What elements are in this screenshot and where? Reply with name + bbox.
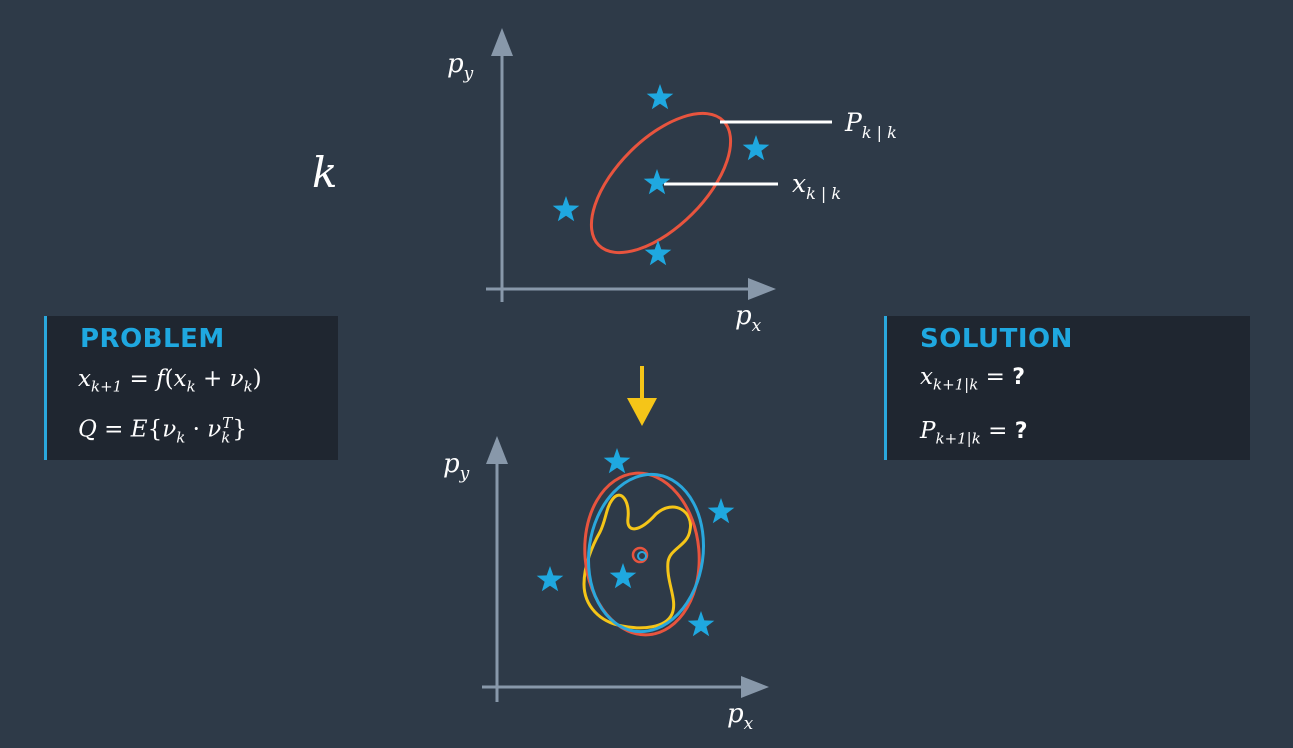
problem-equation-2: Q = E{νk · νkT} xyxy=(78,414,247,447)
bottom-y-axis-label: py xyxy=(443,449,470,484)
top-y-axis xyxy=(491,28,513,302)
star-icon xyxy=(603,448,631,474)
covariance-callout-label: Pk | k xyxy=(844,108,897,142)
top-x-axis-label: px xyxy=(735,301,762,336)
star-icon xyxy=(742,135,770,161)
problem-panel: PROBLEM xk+1 = f(xk + νk) Q = E{νk · νkT… xyxy=(44,316,338,460)
down-arrow-icon xyxy=(627,366,657,426)
red-transformed-ellipse xyxy=(583,471,701,637)
solution-equation-1: xk+1|k = ? xyxy=(920,364,1026,394)
star-icon xyxy=(707,498,735,524)
unknown-marker: ? xyxy=(1012,365,1026,390)
bottom-x-axis-label: px xyxy=(727,699,754,734)
bottom-y-axis xyxy=(486,436,508,702)
top-y-axis-label: py xyxy=(447,49,474,84)
top-plot: py px Pk | k xk | k xyxy=(447,28,897,336)
problem-title: PROBLEM xyxy=(80,324,225,354)
star-icon xyxy=(646,84,674,110)
solution-equation-2: Pk+1|k = ? xyxy=(920,418,1028,448)
star-icon xyxy=(643,169,671,195)
blue-approximated-ellipse xyxy=(586,472,706,634)
mean-callout-label: xk | k xyxy=(792,169,841,203)
top-x-axis xyxy=(486,278,776,300)
bottom-plot: py px xyxy=(443,436,769,734)
time-label: k xyxy=(312,148,337,197)
star-icon xyxy=(687,611,715,637)
bottom-x-axis xyxy=(482,676,769,698)
star-icon xyxy=(552,196,580,222)
solution-panel: SOLUTION xk+1|k = ? Pk+1|k = ? xyxy=(884,316,1250,460)
star-icon xyxy=(536,566,564,592)
solution-title: SOLUTION xyxy=(920,324,1073,354)
star-icon xyxy=(609,563,637,589)
red-mean-marker xyxy=(631,546,649,564)
unknown-marker: ? xyxy=(1014,419,1028,444)
problem-equation-1: xk+1 = f(xk + νk) xyxy=(78,366,262,396)
blue-mean-marker xyxy=(637,551,647,561)
